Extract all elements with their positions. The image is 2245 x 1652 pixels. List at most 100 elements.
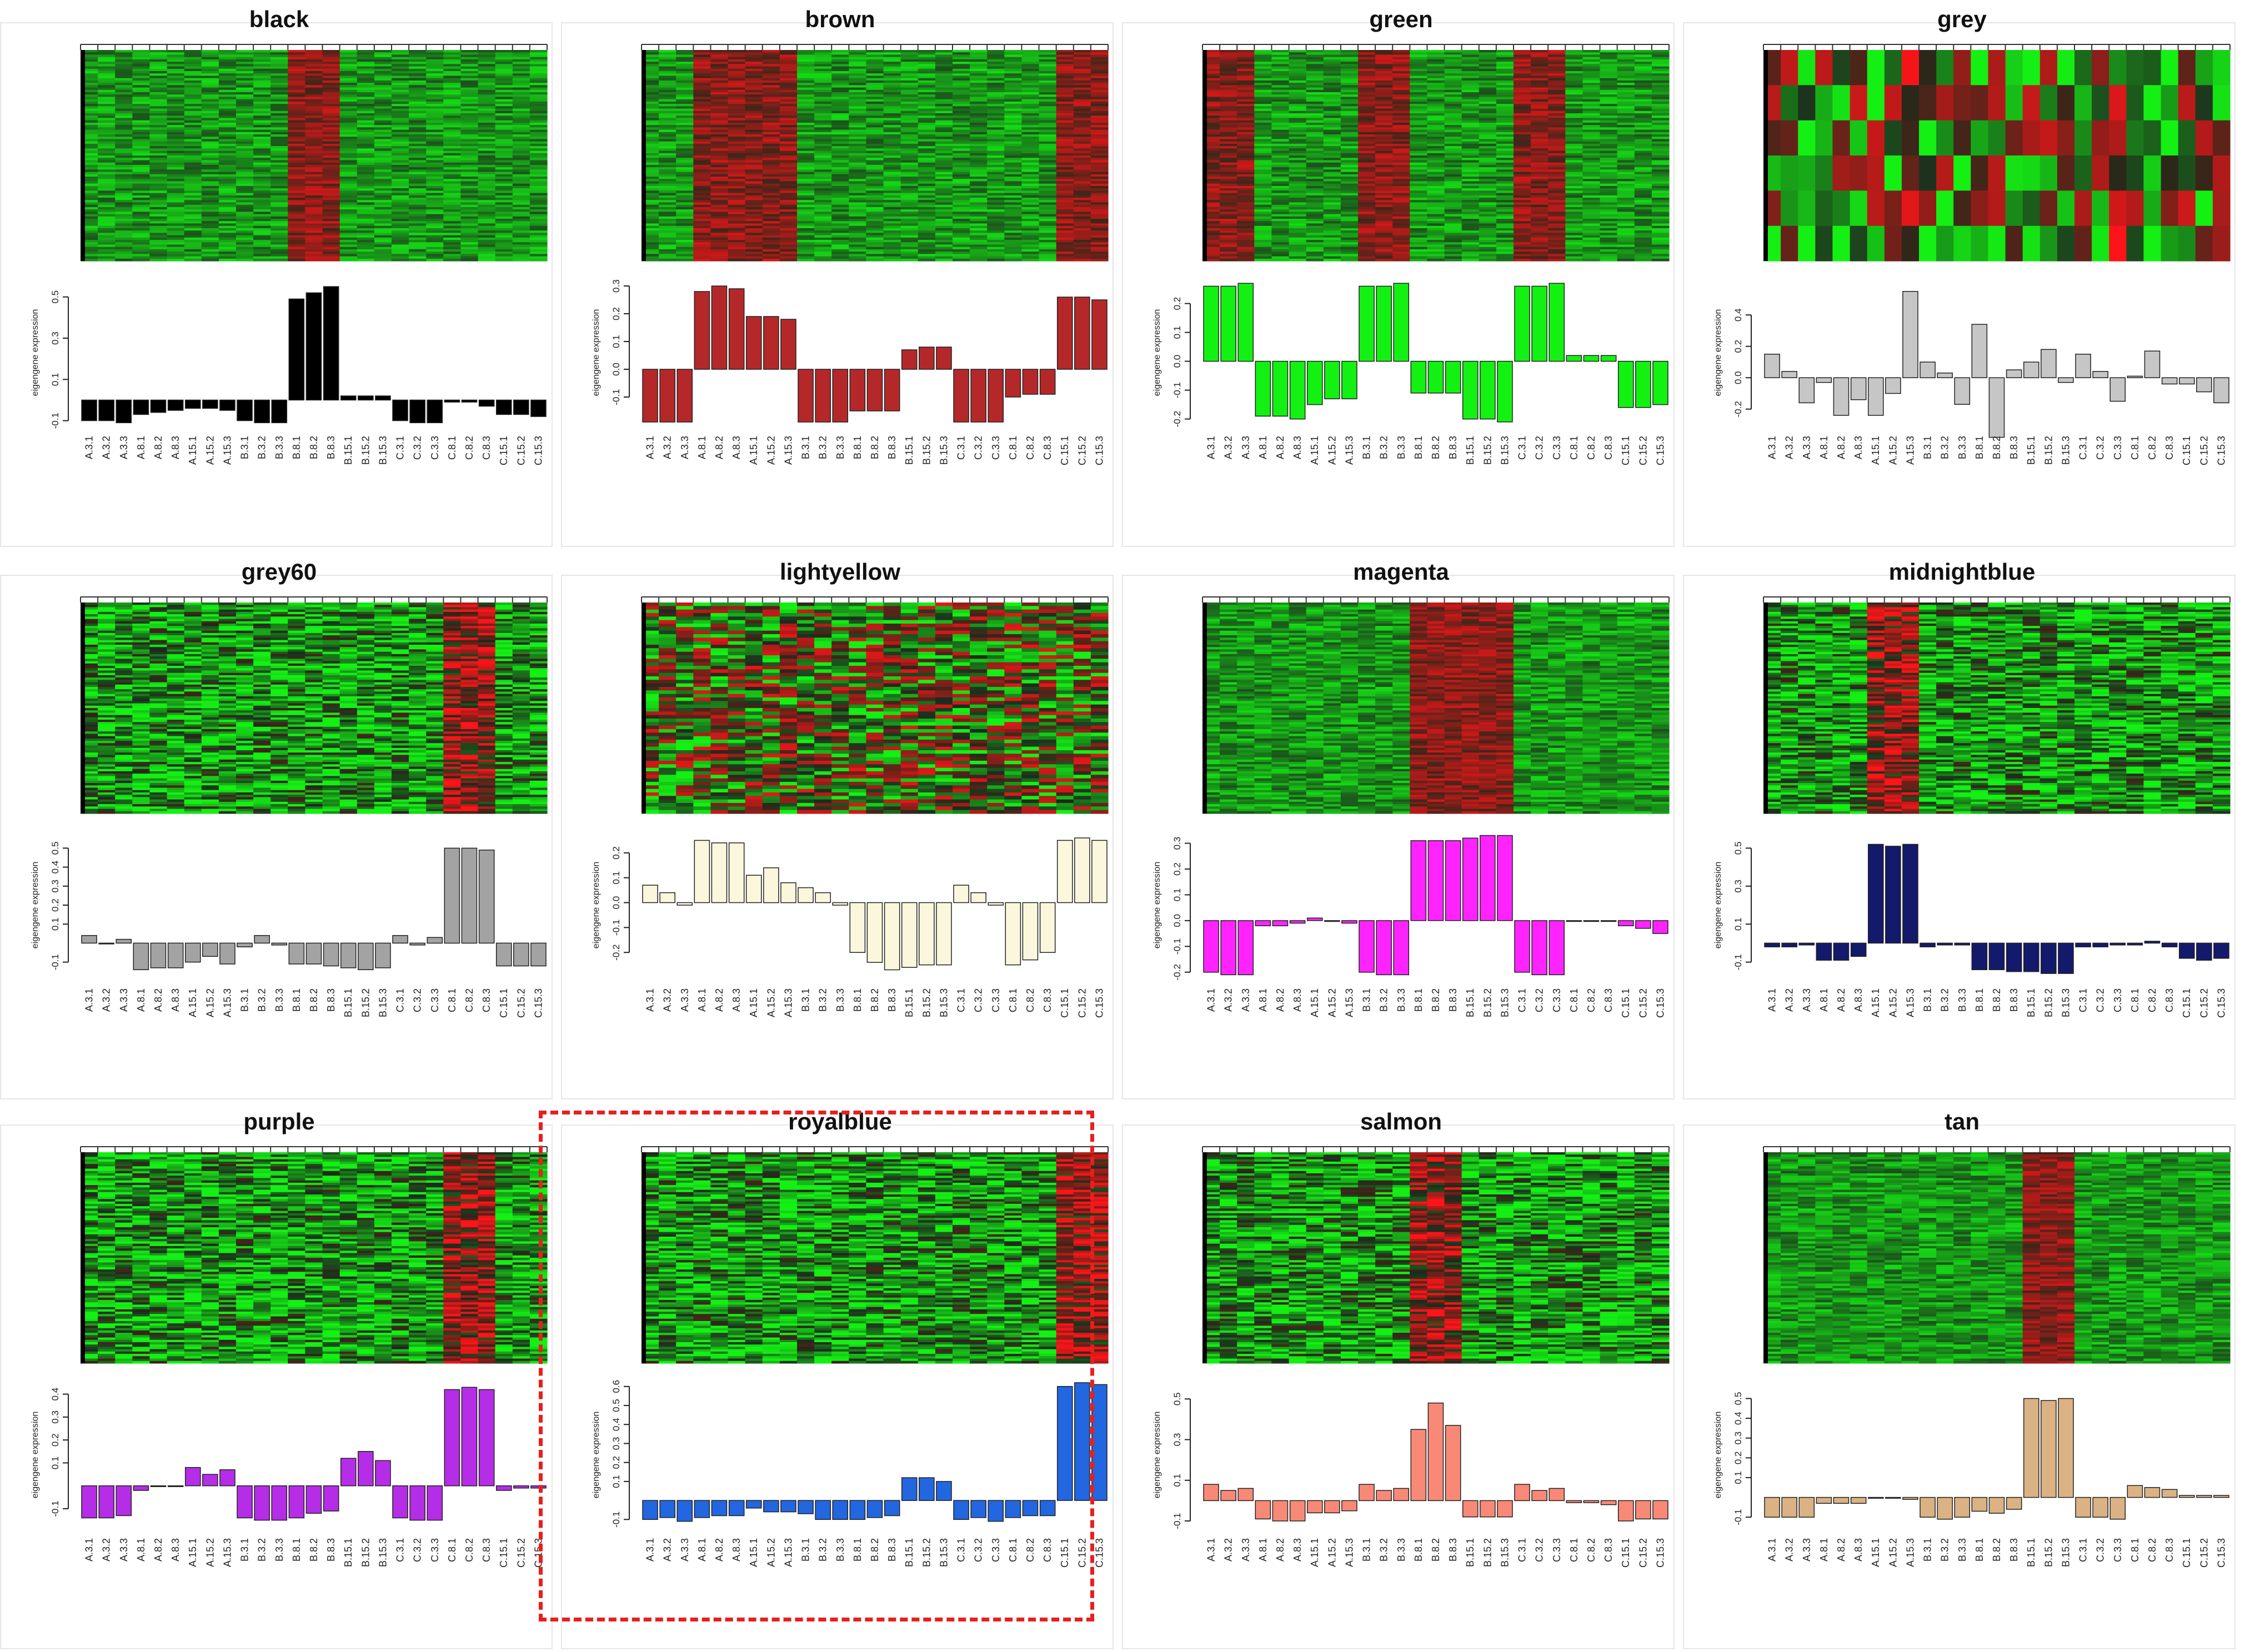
heatmap-cell — [780, 59, 798, 62]
heatmap-cell — [288, 104, 305, 107]
heatmap-cell — [236, 233, 254, 235]
heatmap-cell — [831, 97, 849, 99]
heatmap-cell — [132, 118, 150, 120]
heatmap-cell — [132, 179, 150, 182]
heatmap-cell — [780, 144, 798, 147]
heatmap-cell — [495, 78, 513, 81]
heatmap-cell — [831, 252, 849, 254]
heatmap-cell — [901, 186, 919, 189]
heatmap-cell — [970, 244, 988, 247]
heatmap-cell — [659, 252, 676, 254]
heatmap-cell — [340, 102, 358, 104]
heatmap-cell — [149, 139, 167, 142]
heatmap-cell — [184, 158, 202, 160]
heatmap-cell — [132, 67, 150, 69]
heatmap-cell — [780, 230, 798, 233]
heatmap-cell — [866, 223, 884, 226]
heatmap-cell — [443, 116, 461, 118]
heatmap-cell — [495, 92, 513, 95]
heatmap-cell — [780, 163, 798, 165]
heatmap-cell — [253, 134, 271, 137]
heatmap-cell — [392, 104, 409, 107]
heatmap-cell — [1091, 134, 1109, 137]
heatmap-cell — [728, 142, 746, 144]
heatmap-cell — [357, 167, 375, 170]
heatmap-cell — [149, 221, 167, 224]
heatmap-cell — [202, 254, 219, 257]
heatmap-cell — [530, 165, 548, 168]
heatmap-cell — [340, 169, 358, 172]
heatmap-cell — [693, 102, 711, 104]
heatmap-cell — [1039, 254, 1057, 257]
heatmap-cell — [970, 125, 988, 128]
heatmap-cell — [288, 167, 305, 170]
heatmap-cell — [495, 71, 513, 74]
heatmap-cell — [918, 104, 936, 107]
heatmap-cell — [1091, 67, 1109, 69]
heatmap-cell — [693, 85, 711, 88]
heatmap-cell — [167, 181, 185, 184]
heatmap-cell — [253, 59, 271, 62]
heatmap-cell — [443, 223, 461, 226]
heatmap-cell — [392, 85, 409, 88]
heatmap-cell — [270, 142, 288, 144]
heatmap-cell — [866, 104, 884, 107]
heatmap-cell — [357, 228, 375, 231]
heatmap-cell — [495, 57, 513, 60]
heatmap-cell — [495, 200, 513, 203]
heatmap-cell — [659, 202, 676, 205]
heatmap-cell — [374, 59, 392, 62]
heatmap-cell — [1039, 134, 1057, 137]
heatmap-cell — [323, 148, 340, 151]
heatmap-cell — [495, 148, 513, 151]
heatmap-cell — [814, 88, 832, 91]
heatmap-cell — [132, 254, 150, 257]
heatmap-cell — [1004, 160, 1022, 163]
heatmap-cell — [132, 181, 150, 184]
heatmap-cell — [513, 109, 530, 112]
heatmap-cell — [305, 188, 323, 191]
heatmap-cell — [392, 155, 409, 158]
heatmap-cell — [270, 209, 288, 212]
heatmap-cell — [132, 217, 150, 219]
heatmap-cell — [115, 221, 133, 224]
heatmap-cell — [953, 219, 970, 222]
heatmap-cell — [305, 113, 323, 116]
heatmap-cell — [495, 137, 513, 139]
heatmap-cell — [340, 130, 358, 133]
heatmap-cell — [831, 83, 849, 86]
heatmap-cell — [409, 90, 427, 93]
heatmap-cell — [814, 230, 832, 233]
heatmap-cell — [1021, 85, 1039, 88]
heatmap-cell — [115, 69, 133, 72]
heatmap-cell — [495, 177, 513, 179]
heatmap-cell — [530, 148, 548, 151]
heatmap-cell — [1039, 57, 1057, 60]
heatmap-cell — [797, 142, 815, 144]
heatmap-cell — [288, 228, 305, 231]
heatmap-cell — [253, 132, 271, 135]
heatmap-cell — [392, 179, 409, 182]
heatmap-cell — [866, 252, 884, 254]
heatmap-cell — [1056, 137, 1074, 139]
heatmap-cell — [710, 223, 728, 226]
heatmap-cell — [495, 125, 513, 128]
heatmap-cell — [460, 151, 478, 154]
heatmap-cell — [676, 111, 694, 114]
heatmap-cell — [236, 188, 254, 191]
heatmap-cell — [305, 238, 323, 240]
heatmap-cell — [935, 240, 953, 243]
heatmap-cell — [253, 195, 271, 198]
heatmap-cell — [1074, 73, 1091, 76]
heatmap-cell — [1004, 90, 1022, 93]
heatmap-cell — [780, 221, 798, 224]
heatmap-cell — [357, 240, 375, 243]
heatmap-cell — [849, 158, 866, 160]
heatmap-cell — [763, 259, 780, 262]
heatmap-cell — [374, 106, 392, 109]
heatmap-cell — [443, 160, 461, 163]
heatmap-cell — [374, 146, 392, 149]
heatmap-cell — [374, 151, 392, 154]
heatmap-cell — [323, 123, 340, 125]
heatmap-cell — [780, 118, 798, 120]
